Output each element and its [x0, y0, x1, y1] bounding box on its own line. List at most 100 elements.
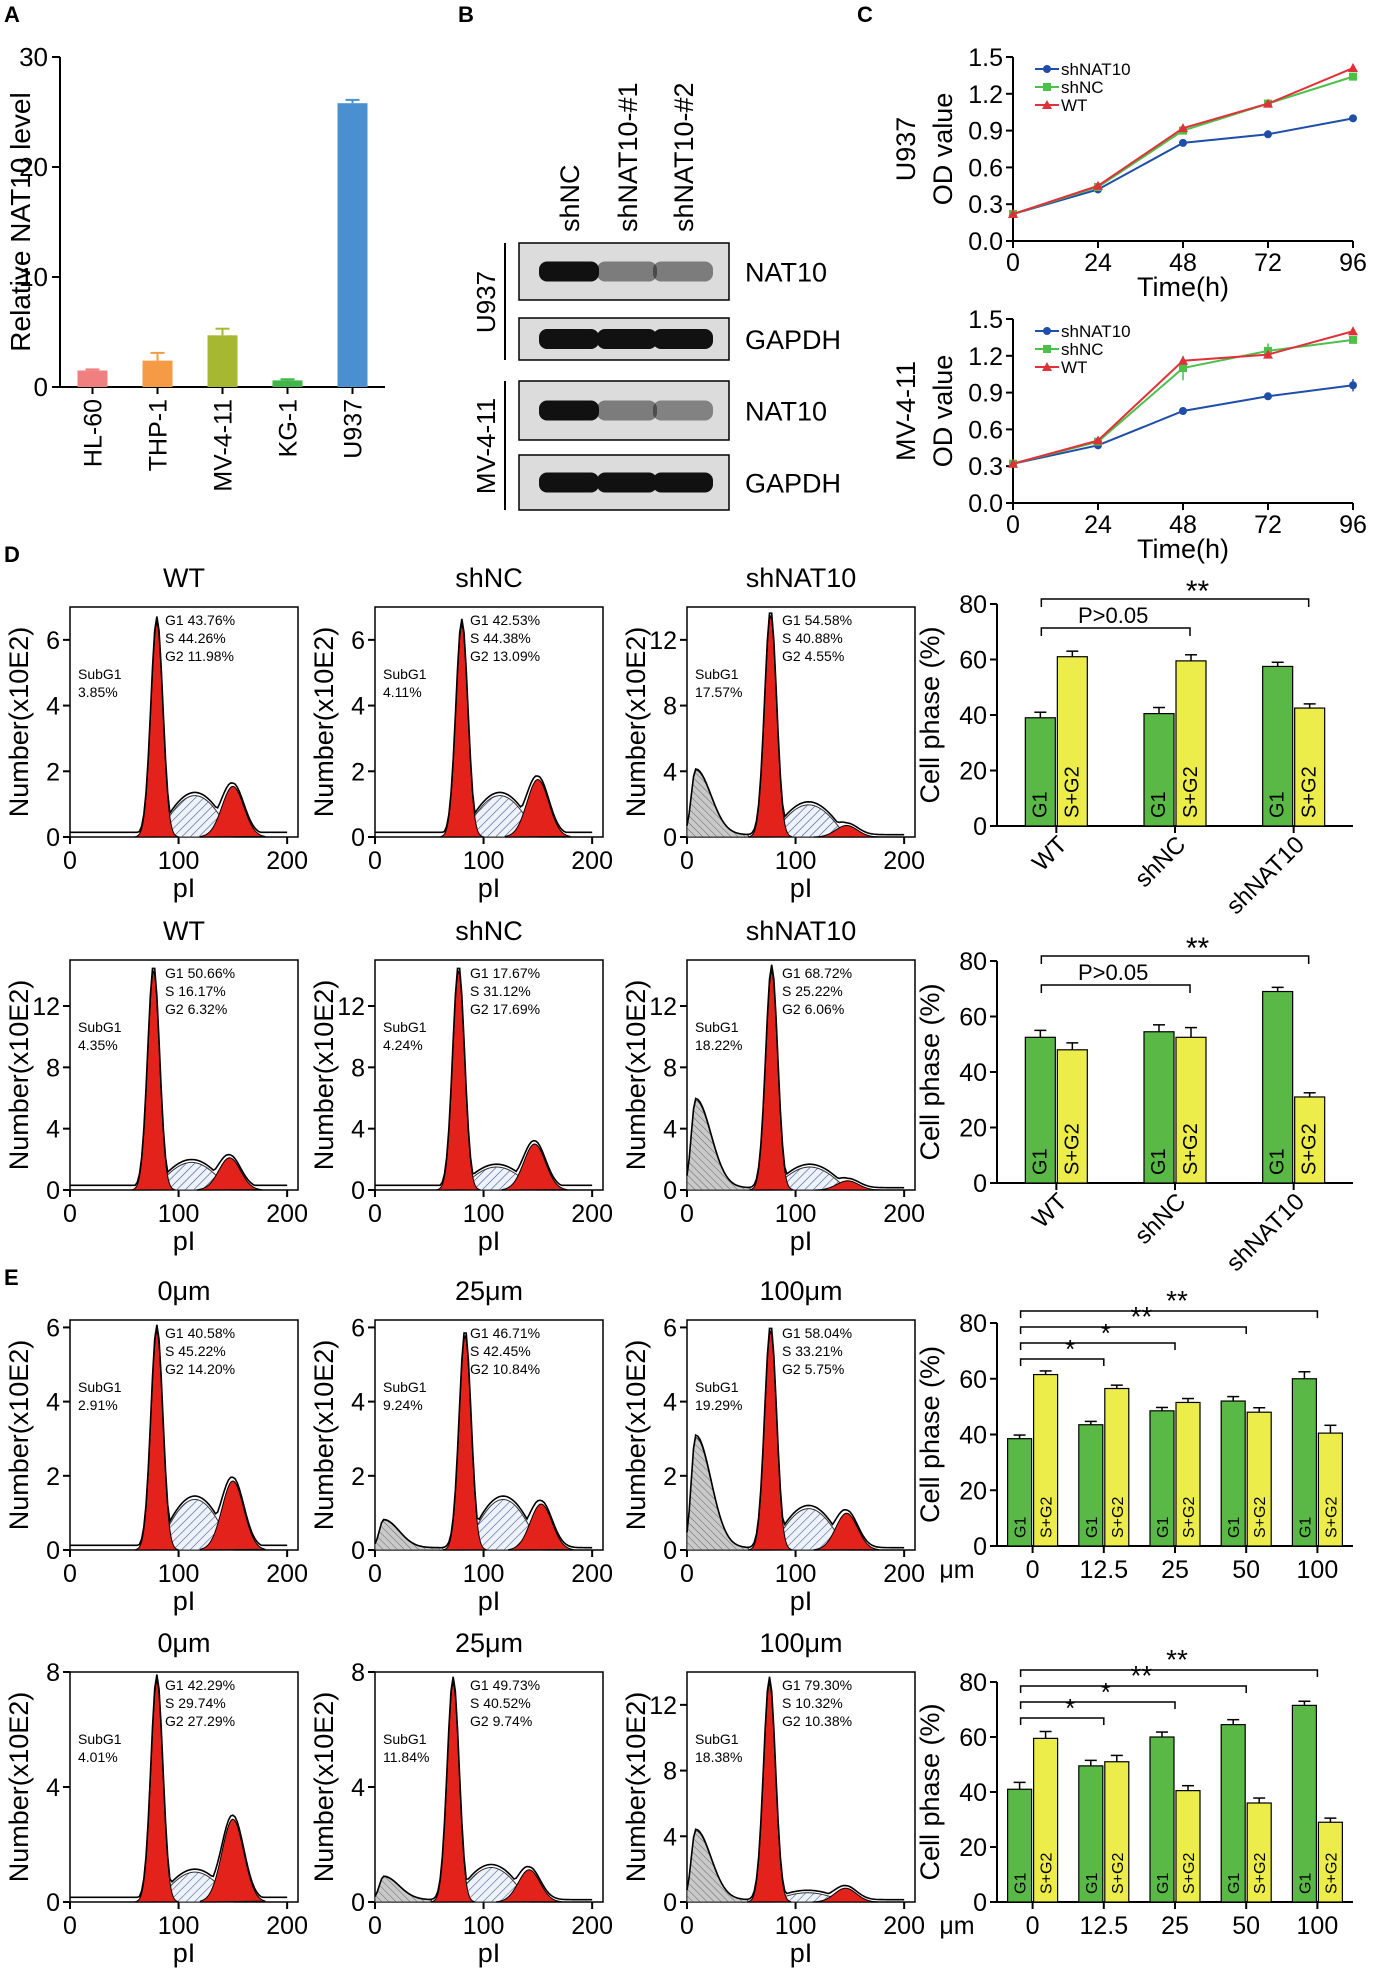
data-point — [1263, 98, 1273, 108]
bracket — [1040, 627, 1191, 636]
band — [539, 400, 599, 421]
bracket — [1019, 1326, 1247, 1334]
bracket — [1040, 955, 1310, 964]
data-point — [1349, 72, 1357, 81]
x-tick-label: 0 — [368, 1560, 382, 1588]
x-tick-label: WT — [1027, 1188, 1073, 1234]
x-tick-label: 48 — [1169, 249, 1197, 277]
g2-percent: G2 10.84% — [470, 1361, 540, 1377]
y-tick-label: 0 — [973, 1170, 987, 1198]
y-tick-label: 0 — [663, 1537, 677, 1565]
panel-label-D: D — [4, 542, 20, 567]
y-tick-label: 60 — [959, 1724, 987, 1752]
legend-label: shNAT10 — [1061, 60, 1131, 79]
g2-peak — [196, 1157, 263, 1191]
panel-label-A: A — [4, 2, 20, 27]
cell-line-label: U937 — [471, 271, 501, 333]
sg2-bar — [1246, 1802, 1272, 1903]
legend-label: WT — [1061, 96, 1087, 115]
x-axis-label: pI — [790, 1226, 813, 1256]
bracket — [1019, 1701, 1176, 1709]
x-tick-label: 100 — [1297, 1556, 1339, 1584]
band — [539, 472, 599, 493]
y-tick-label: 0 — [973, 1889, 987, 1917]
s-percent: S 25.22% — [782, 983, 843, 999]
panel-c-u937: 0.0 0.3 0.6 0.9 1.2 1.5 0 24 48 72 96 Time(h) U937 OD… — [891, 44, 1367, 302]
x-unit-label: μm — [939, 1556, 974, 1584]
bar-label: G1 — [1013, 1873, 1030, 1894]
phase-bar-d1: 0 20 40 60 80 Cell phase (%) G1 S+G2 WT G1 S+G2 shN… — [915, 575, 1353, 920]
panel-label-E: E — [4, 1265, 19, 1290]
y-tick-label: 1.5 — [968, 44, 1003, 72]
y-tick-label: 4 — [351, 1116, 365, 1144]
x-tick-label: 0 — [680, 1200, 694, 1228]
significance-label: * — [1101, 1677, 1111, 1707]
flow-title: shNC — [455, 563, 523, 593]
subg1-label: SubG1 — [78, 1019, 122, 1035]
y-tick-label: 4 — [46, 1774, 60, 1802]
histogram-envelope — [70, 1674, 288, 1899]
x-tick-label: WT — [1027, 831, 1073, 877]
subg1-area — [686, 1830, 749, 1903]
legend-marker — [1042, 362, 1052, 371]
data-point — [1008, 209, 1018, 219]
bar-label: S+G2 — [1323, 1853, 1340, 1894]
g1-bar — [1220, 1724, 1246, 1903]
g2-peak — [496, 1869, 562, 1903]
s-percent: S 42.45% — [470, 1343, 531, 1359]
band-label: GAPDH — [745, 469, 841, 499]
y-axis-label: Number(x10E2) — [621, 1692, 651, 1883]
x-axis-label: pI — [173, 1938, 196, 1968]
subg1-area — [686, 1436, 750, 1551]
y-axis-label: Cell phase (%) — [915, 1703, 945, 1880]
data-point — [1179, 138, 1187, 147]
legend-label: shNC — [1061, 78, 1104, 97]
x-tick-label: 0 — [680, 1560, 694, 1588]
bar-label: G1 — [1084, 1517, 1101, 1538]
band — [653, 261, 713, 282]
y-tick-label: 2 — [46, 758, 60, 786]
x-axis-label: Time(h) — [1137, 272, 1229, 302]
x-tick-label: MV-4-11 — [210, 399, 238, 492]
bar-label: G1 — [1029, 1148, 1051, 1175]
x-axis-label: pI — [478, 1586, 501, 1616]
band — [597, 400, 657, 421]
g2-peak — [814, 1180, 881, 1191]
y-tick-label: 0.0 — [968, 490, 1003, 518]
y-axis-label: Cell phase (%) — [915, 1346, 945, 1523]
bar-label: G1 — [1155, 1517, 1172, 1538]
x-tick-label: 200 — [571, 1560, 613, 1588]
y-tick-label: 8 — [663, 1054, 677, 1082]
subg1-label: SubG1 — [383, 1379, 427, 1395]
x-tick-label: 0 — [368, 847, 382, 875]
bar-label: G1 — [1155, 1873, 1172, 1894]
g2-percent: G2 6.32% — [165, 1001, 227, 1017]
y-tick-label: 1.5 — [968, 306, 1003, 334]
y-tick-label: 0 — [351, 1889, 365, 1917]
bar-label: S+G2 — [1180, 766, 1202, 818]
bar-label: G1 — [1148, 1148, 1170, 1175]
bar-label: S+G2 — [1181, 1497, 1198, 1538]
x-tick-label: 0 — [1006, 249, 1020, 277]
band — [539, 329, 599, 349]
flow-title: 100μm — [759, 1276, 842, 1306]
data-point — [1093, 180, 1103, 190]
flow-histogram-4: WT 0 4 8 12 0 100 200 pI Number(x10E2) G1 50.66% S … — [4, 916, 308, 1256]
y-tick-label: 4 — [663, 1116, 677, 1144]
y-tick-label: 8 — [46, 1054, 60, 1082]
flow-title: 0μm — [157, 1276, 210, 1306]
phase-bar-e1: 0 20 40 60 80 Cell phase (%) G1 S+G2 0 G1 S+G2 12.5… — [915, 1285, 1353, 1584]
y-tick-label: 40 — [959, 1779, 987, 1807]
g1-peak — [748, 1329, 793, 1551]
band — [597, 329, 657, 349]
y-tick-label: 0.9 — [968, 380, 1003, 408]
x-tick-label: 96 — [1339, 511, 1367, 539]
y-axis-label: OD value — [928, 355, 958, 468]
y-axis-label: Number(x10E2) — [4, 1692, 34, 1883]
data-point — [1179, 364, 1187, 373]
significance-label: ** — [1186, 575, 1210, 608]
y-tick-label: 0.9 — [968, 118, 1003, 146]
data-point — [1263, 349, 1273, 359]
histogram-envelope — [70, 1324, 288, 1547]
x-tick-label: 100 — [463, 1200, 505, 1228]
